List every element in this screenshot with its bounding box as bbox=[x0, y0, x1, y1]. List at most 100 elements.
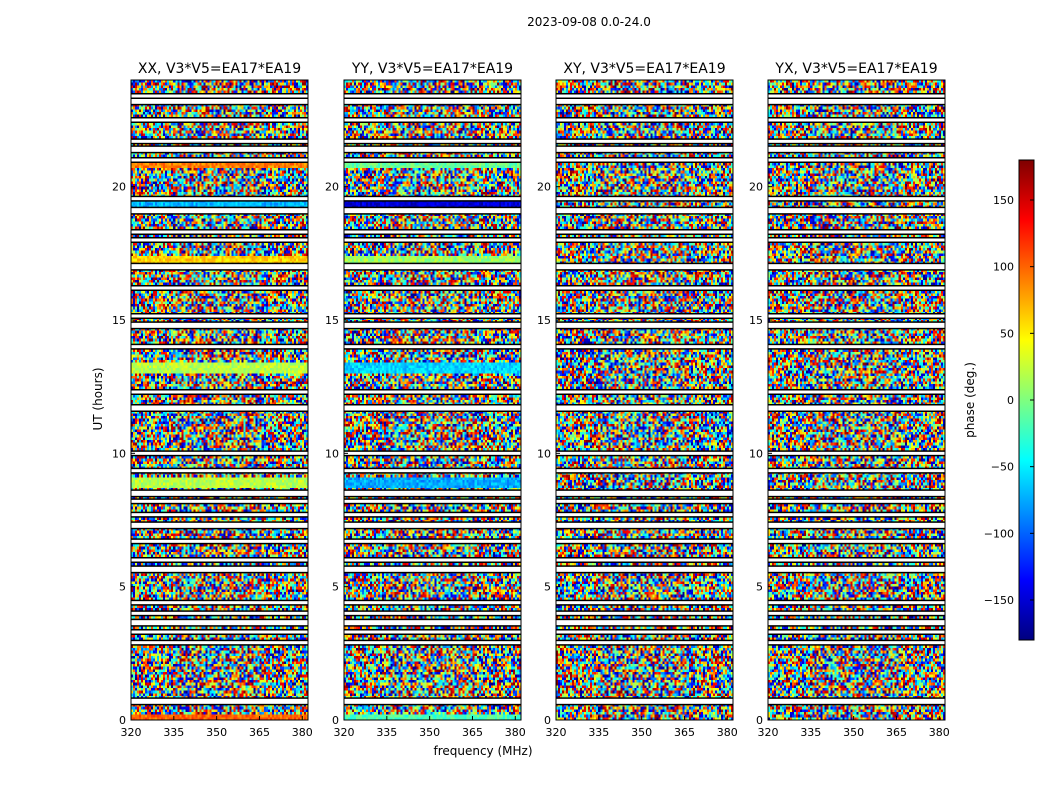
flagged-row bbox=[556, 230, 733, 234]
colorbar-tick-label: −50 bbox=[991, 461, 1014, 474]
flagged-row bbox=[556, 139, 733, 143]
flagged-row bbox=[768, 601, 945, 605]
x-tick-label: 365 bbox=[886, 726, 907, 739]
x-axis-label: frequency (MHz) bbox=[433, 744, 532, 758]
flagged-row bbox=[131, 146, 308, 152]
colorbar-tick-label: 50 bbox=[1000, 327, 1014, 340]
flagged-row bbox=[768, 513, 945, 517]
y-tick-label: 5 bbox=[544, 581, 551, 594]
flagged-row bbox=[131, 118, 308, 122]
flagged-row bbox=[131, 641, 308, 645]
x-tick-label: 335 bbox=[376, 726, 397, 739]
flagged-row bbox=[556, 238, 733, 242]
y-tick-label: 10 bbox=[537, 447, 551, 460]
flagged-row bbox=[344, 286, 521, 290]
panel-frame bbox=[767, 79, 946, 721]
flagged-row bbox=[768, 238, 945, 242]
flagged-row bbox=[344, 522, 521, 528]
flagged-row bbox=[556, 469, 733, 473]
flagged-row bbox=[131, 698, 308, 704]
flagged-row bbox=[768, 539, 945, 543]
flagged-row bbox=[131, 264, 308, 270]
flagged-row bbox=[556, 698, 733, 704]
colorbar-label: phase (deg.) bbox=[963, 362, 977, 438]
flagged-row bbox=[131, 499, 308, 503]
flagged-row bbox=[556, 208, 733, 214]
flagged-row bbox=[344, 118, 521, 122]
flagged-row bbox=[131, 522, 308, 528]
panel-xx: XX, V3*V5=EA17*EA19 320 335 350 365 380 0 5 10 15… bbox=[112, 61, 313, 739]
colorbar-tick-label: 0 bbox=[1007, 394, 1014, 407]
flagged-row bbox=[556, 118, 733, 122]
y-tick-label: 15 bbox=[537, 314, 551, 327]
y-tick-label: 5 bbox=[332, 581, 339, 594]
y-tick-label: 20 bbox=[112, 181, 126, 194]
flagged-row bbox=[131, 139, 308, 143]
flagged-row bbox=[131, 611, 308, 615]
y-tick-label: 15 bbox=[325, 314, 339, 327]
flagged-row bbox=[131, 345, 308, 349]
x-tick-label: 335 bbox=[163, 726, 184, 739]
x-tick-label: 365 bbox=[462, 726, 483, 739]
panel-title: XX, V3*V5=EA17*EA19 bbox=[138, 61, 301, 77]
flagged-row bbox=[556, 314, 733, 318]
flagged-row bbox=[768, 197, 945, 201]
flagged-row bbox=[344, 139, 521, 143]
flagged-row bbox=[768, 158, 945, 162]
panel-frame bbox=[343, 79, 522, 721]
y-tick-label: 0 bbox=[544, 714, 551, 727]
y-tick-label: 0 bbox=[756, 714, 763, 727]
flagged-row bbox=[344, 698, 521, 704]
flagged-row bbox=[131, 322, 308, 328]
flagged-row bbox=[344, 146, 521, 152]
flagged-row bbox=[131, 197, 308, 201]
y-tick-label: 20 bbox=[749, 181, 763, 194]
y-tick-label: 20 bbox=[325, 181, 339, 194]
flagged-row bbox=[131, 158, 308, 162]
flagged-row bbox=[556, 630, 733, 634]
x-tick-label: 380 bbox=[505, 726, 526, 739]
colorbar-tick-label: −150 bbox=[984, 594, 1014, 607]
x-tick-label: 335 bbox=[800, 726, 821, 739]
flagged-row bbox=[556, 620, 733, 626]
flagged-row bbox=[344, 469, 521, 473]
flagged-row bbox=[556, 451, 733, 455]
flagged-row bbox=[768, 94, 945, 98]
y-tick-label: 15 bbox=[112, 314, 126, 327]
flagged-row bbox=[768, 405, 945, 411]
flagged-row bbox=[556, 499, 733, 503]
flagged-row bbox=[556, 405, 733, 411]
flagged-row bbox=[556, 345, 733, 349]
x-tick-label: 320 bbox=[758, 726, 779, 739]
y-tick-label: 5 bbox=[119, 581, 126, 594]
panel-frame bbox=[555, 79, 734, 721]
x-tick-label: 350 bbox=[631, 726, 652, 739]
flagged-row bbox=[344, 611, 521, 615]
y-tick-label: 10 bbox=[749, 447, 763, 460]
flagged-row bbox=[556, 286, 733, 290]
flagged-row bbox=[768, 611, 945, 615]
panel-frame bbox=[130, 79, 309, 721]
flagged-row bbox=[556, 390, 733, 394]
panel-yx: YX, V3*V5=EA17*EA19 320 335 350 365 380 0 5 10 15… bbox=[749, 61, 950, 739]
flagged-row bbox=[344, 158, 521, 162]
flagged-row bbox=[768, 469, 945, 473]
flagged-row bbox=[556, 513, 733, 517]
flagged-row bbox=[768, 499, 945, 503]
flagged-row bbox=[131, 230, 308, 234]
x-tick-label: 350 bbox=[843, 726, 864, 739]
flagged-row bbox=[556, 197, 733, 201]
flagged-row bbox=[768, 630, 945, 634]
flagged-row bbox=[556, 601, 733, 605]
flagged-row bbox=[131, 630, 308, 634]
flagged-row bbox=[344, 230, 521, 234]
panel-title: XY, V3*V5=EA17*EA19 bbox=[563, 61, 725, 77]
flagged-row bbox=[768, 390, 945, 394]
flagged-row bbox=[131, 94, 308, 98]
flagged-row bbox=[768, 286, 945, 290]
y-tick-label: 15 bbox=[749, 314, 763, 327]
x-tick-label: 380 bbox=[929, 726, 950, 739]
panels: XX, V3*V5=EA17*EA19 320 335 350 365 380 0 5 10 15… bbox=[112, 61, 950, 739]
flagged-row bbox=[131, 566, 308, 572]
